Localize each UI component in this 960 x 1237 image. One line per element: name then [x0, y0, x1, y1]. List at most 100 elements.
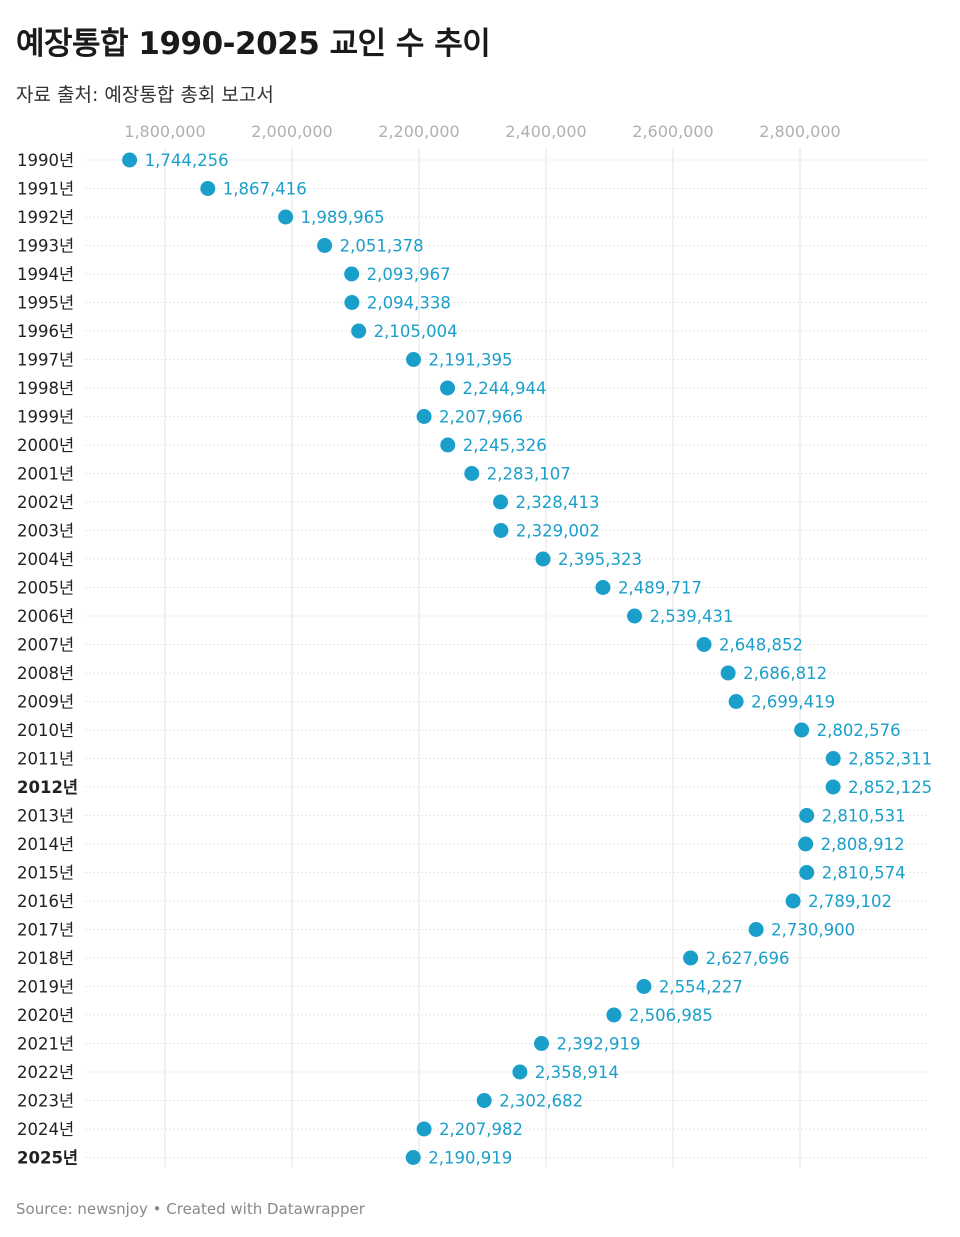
- row-label: 2008년: [17, 664, 74, 683]
- value-label: 2,207,982: [439, 1120, 523, 1139]
- row-label: 1994년: [17, 265, 74, 284]
- value-label: 2,648,852: [719, 636, 803, 655]
- data-point: [696, 637, 712, 652]
- dot-plot-chart: 1,800,000 2,000,000 2,200,000 2,400,000 2,60…: [17, 122, 933, 1168]
- data-point: [278, 209, 294, 225]
- row-label: 2003년: [17, 522, 74, 541]
- value-label: 2,358,914: [535, 1063, 619, 1082]
- row-label: 2017년: [17, 921, 74, 940]
- data-point: [595, 580, 611, 595]
- row-label: 2009년: [17, 693, 74, 712]
- row-label: 2020년: [17, 1006, 74, 1025]
- data-point: [794, 722, 810, 738]
- data-point: [344, 266, 360, 282]
- value-label: 2,810,531: [822, 807, 906, 826]
- value-label: 1,867,416: [223, 180, 307, 199]
- value-label: 2,539,431: [650, 607, 734, 626]
- data-point: [476, 1093, 492, 1108]
- data-point: [720, 665, 736, 681]
- chart-title: 예장통합 1990-2025 교인 수 추이: [16, 26, 491, 62]
- value-label: 2,093,967: [367, 265, 451, 284]
- data-point: [493, 523, 509, 538]
- row-label: 2012년: [17, 778, 78, 797]
- value-label: 2,094,338: [367, 294, 451, 313]
- data-point: [440, 437, 456, 453]
- value-label: 2,244,944: [463, 379, 547, 398]
- data-point: [728, 694, 744, 709]
- x-tick-label: 2,600,000: [632, 122, 713, 141]
- value-label: 1,744,256: [145, 151, 229, 170]
- row-label: 1993년: [17, 237, 74, 256]
- data-points: [122, 152, 841, 1165]
- data-point: [405, 1150, 421, 1165]
- row-label: 2024년: [17, 1120, 74, 1139]
- value-label: 2,245,326: [463, 436, 547, 455]
- row-labels: 1990년 1991년 1992년 1993년 1994년 1995년 1996년 1997년…: [17, 151, 78, 1168]
- x-tick-label: 1,800,000: [124, 122, 205, 141]
- data-point: [351, 323, 367, 339]
- data-point: [798, 836, 814, 852]
- row-label: 1992년: [17, 208, 74, 227]
- value-label: 2,686,812: [743, 664, 827, 683]
- value-label: 2,789,102: [808, 892, 892, 911]
- value-label: 2,190,919: [428, 1149, 512, 1168]
- row-label: 1997년: [17, 351, 74, 370]
- data-point: [200, 181, 216, 196]
- row-label: 1998년: [17, 379, 74, 398]
- row-label: 2014년: [17, 835, 74, 854]
- data-point: [122, 152, 138, 168]
- value-label: 2,392,919: [557, 1035, 641, 1054]
- row-lines: [85, 159, 928, 1158]
- value-label: 2,489,717: [618, 579, 702, 598]
- row-label: 2002년: [17, 493, 74, 512]
- row-label: 2011년: [17, 750, 74, 769]
- data-point: [416, 1121, 432, 1137]
- value-label: 2,329,002: [516, 522, 600, 541]
- data-point: [799, 865, 815, 880]
- data-point: [636, 979, 652, 994]
- chart-subtitle: 자료 출처: 예장통합 총회 보고서: [16, 84, 274, 106]
- data-point: [416, 409, 432, 424]
- row-label: 1995년: [17, 294, 74, 313]
- row-label: 2016년: [17, 892, 74, 911]
- data-point: [785, 893, 801, 909]
- row-label: 2010년: [17, 721, 74, 740]
- data-point: [464, 466, 480, 481]
- row-label: 2015년: [17, 864, 74, 883]
- value-label: 2,302,682: [499, 1092, 583, 1111]
- value-label: 2,554,227: [659, 978, 743, 997]
- x-tick-label: 2,800,000: [759, 122, 840, 141]
- x-tick-label: 2,400,000: [505, 122, 586, 141]
- data-point: [493, 494, 509, 510]
- value-label: 2,699,419: [751, 693, 835, 712]
- row-label: 2013년: [17, 807, 74, 826]
- data-point: [748, 922, 764, 937]
- row-label: 2001년: [17, 465, 74, 484]
- row-label: 2006년: [17, 607, 74, 626]
- row-label: 2023년: [17, 1092, 74, 1111]
- row-label: 1990년: [17, 151, 74, 170]
- data-point: [440, 380, 456, 396]
- x-axis-ticks: 1,800,000 2,000,000 2,200,000 2,400,000 2,60…: [124, 122, 840, 141]
- x-tick-label: 2,200,000: [378, 122, 459, 141]
- row-label: 2021년: [17, 1035, 74, 1054]
- value-label: 2,191,395: [429, 351, 513, 370]
- value-labels: 1,744,256 1,867,416 1,989,965 2,051,378 2,09…: [145, 151, 933, 1168]
- gridlines: [164, 148, 801, 1168]
- data-point: [799, 808, 815, 823]
- value-label: 2,627,696: [706, 949, 790, 968]
- data-point: [683, 950, 699, 966]
- value-label: 2,105,004: [374, 322, 458, 341]
- x-tick-label: 2,000,000: [251, 122, 332, 141]
- data-point: [344, 295, 360, 310]
- value-label: 2,207,966: [439, 408, 523, 427]
- value-label: 2,395,323: [558, 550, 642, 569]
- row-label: 2005년: [17, 579, 74, 598]
- row-label: 2000년: [17, 436, 74, 455]
- value-label: 2,810,574: [822, 864, 906, 883]
- value-label: 2,328,413: [516, 493, 600, 512]
- row-label: 2004년: [17, 550, 74, 569]
- value-label: 2,852,311: [848, 750, 932, 769]
- row-label: 2022년: [17, 1063, 74, 1082]
- value-label: 1,989,965: [301, 208, 385, 227]
